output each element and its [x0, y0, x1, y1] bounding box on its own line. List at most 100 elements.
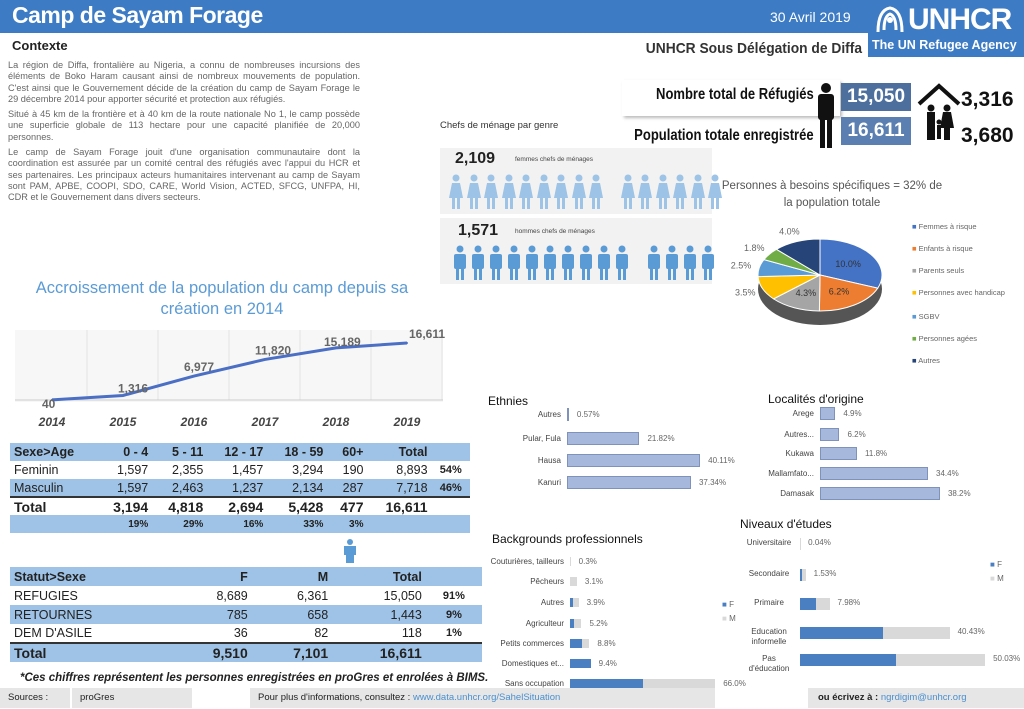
pie-data-label: 2.5% — [731, 261, 752, 271]
table-cell: 2,463 — [152, 479, 208, 497]
man-icon — [684, 245, 696, 280]
bar-value-label: 40.43% — [957, 627, 985, 636]
bar-category-label: Sans occupation — [504, 679, 564, 688]
woman-icon — [466, 174, 481, 209]
bar-value-label: 40.11% — [708, 456, 735, 465]
info-box: Pour plus d'informations, consultez : ww… — [250, 688, 715, 708]
table-cell: 287 — [327, 479, 368, 497]
bar-segment-m — [816, 598, 830, 610]
table-cell: 190 — [342, 463, 364, 477]
table-cell: RETOURNES — [10, 605, 172, 624]
bar-value-label: 8.8% — [597, 639, 616, 648]
table-cell: 5,428 — [267, 496, 328, 515]
bar-value-label: 3.9% — [586, 598, 605, 607]
line-point — [406, 342, 408, 344]
context-paragraph: La région de Diffa, frontalière au Niger… — [8, 60, 360, 104]
x-tick-label: 2017 — [251, 415, 280, 429]
table-cell: 33% — [267, 515, 328, 533]
bar-category-label: Pas d'éducation — [748, 654, 790, 673]
table-cell: 12 - 17 — [207, 443, 268, 461]
bar-category-label: Education informelle — [751, 627, 787, 646]
table-cell: 16,611 — [332, 642, 426, 662]
table-row: Total 9,510 7,101 16,611 — [10, 642, 482, 662]
table-cell: Sexe>Age — [10, 443, 98, 461]
bar-category-label: Petits commerces — [500, 639, 564, 648]
table-cell: Total — [332, 567, 426, 586]
man-icon — [472, 245, 484, 280]
table-cell: 82 — [314, 626, 329, 640]
men-count: 1,571 — [458, 222, 499, 239]
refugees-label: Nombre total de Réfugiés — [656, 86, 814, 103]
context-heading: Contexte — [12, 38, 68, 53]
table-row: Masculin 1,597 2,463 1,237 2,134 287 7,718 46% — [10, 479, 470, 497]
man-icon — [616, 245, 628, 280]
woman-icon — [449, 174, 463, 209]
bar — [820, 447, 858, 460]
table-cell: 118 — [401, 626, 422, 640]
woman-icon — [673, 174, 687, 209]
bar-category-label: Universitaire — [746, 538, 792, 547]
bar-value-label: 5.2% — [589, 619, 608, 628]
table-cell: 9% — [425, 605, 482, 624]
bar-category-label: Hausa — [537, 456, 561, 465]
bar — [820, 487, 940, 500]
table-cell — [367, 515, 432, 533]
woman-icon — [484, 174, 498, 209]
legend-label: Enfants à risque — [918, 244, 973, 253]
logo-tagline: The UN Refugee Agency — [872, 38, 1017, 52]
bar — [820, 428, 840, 441]
pie-legend-item: ■ Parents seuls — [912, 266, 965, 275]
bar-value-label: 50.03% — [993, 654, 1021, 663]
line-point — [264, 358, 266, 361]
pie-data-label: 1.8% — [744, 243, 765, 253]
pie-legend-item: ■ Enfants à risque — [912, 244, 973, 253]
table-cell — [431, 496, 470, 515]
line-data-label: 1,316 — [118, 381, 148, 395]
header-bar — [0, 0, 868, 33]
pie-slice — [818, 274, 879, 312]
table-cell: 60+ — [327, 443, 368, 461]
bar-category-label: Mallamfato... — [768, 469, 814, 478]
line-data-label: 6,977 — [184, 360, 214, 374]
population-label: Population totale enregistrée — [634, 127, 814, 144]
pie-title: Personnes à besoins spécifiques = 32% de… — [721, 180, 943, 209]
table-cell: 29% — [152, 515, 208, 533]
pie-data-label: 4.3% — [796, 288, 817, 298]
table-row: Total 3,194 4,818 2,694 5,428 477 16,611 — [10, 496, 470, 515]
bar-chart-title: Niveaux d'études — [740, 517, 832, 531]
table-cell: 91% — [442, 589, 465, 602]
bar — [567, 408, 569, 421]
bar-chart-title: Ethnies — [488, 394, 529, 408]
woman-icon — [571, 174, 586, 209]
x-tick-label: 2019 — [393, 415, 421, 429]
table-cell: 1,597 — [116, 463, 149, 477]
men-label: hommes chefs de ménages — [515, 228, 595, 235]
table-cell: 3% — [327, 515, 368, 533]
table-cell: 1,443 — [332, 605, 426, 624]
table-row: 19% 29% 16% 33% 3% — [10, 515, 470, 533]
bar-category-label: Pêcheurs — [530, 577, 564, 586]
table-cell — [10, 515, 98, 533]
table-cell: Masculin — [10, 479, 98, 497]
unhcr-emblem-icon — [876, 6, 904, 33]
pie-legend-item: ■ Personnes avec handicap — [912, 288, 1005, 297]
bar-value-label: 0.57% — [576, 410, 600, 419]
line-data-label: 15,189 — [324, 335, 361, 349]
table-cell: 3,294 — [292, 463, 324, 477]
table-note: *Ces chiffres représentent les personnes… — [20, 672, 489, 684]
x-tick-label: 2015 — [109, 415, 137, 429]
context-paragraph: Le camp de Sayam Forage jouit d'une orga… — [8, 147, 360, 203]
pie-slice — [775, 238, 821, 276]
bar-category-label: Pular, Fula — [522, 434, 561, 443]
contact-box: ou écrivez à : ngrdigim@unhcr.org — [808, 688, 1024, 708]
x-tick-label: 2016 — [180, 415, 208, 429]
bar-segment-m — [570, 557, 571, 566]
bar-segment-f — [800, 627, 884, 639]
status-sex-table: Statut>Sexe F M Total REFUGIES 8,689 6,361 15,0… — [10, 567, 482, 662]
line-data-label: 40 — [42, 397, 56, 411]
refugees-label-box — [622, 80, 840, 116]
info-link[interactable]: www.data.unhcr.org/SahelSituation — [412, 692, 561, 703]
email-link[interactable]: ngrdigim@unhcr.org — [880, 692, 967, 703]
bar-segment-m — [883, 627, 950, 639]
table-cell: 2,694 — [207, 496, 268, 515]
